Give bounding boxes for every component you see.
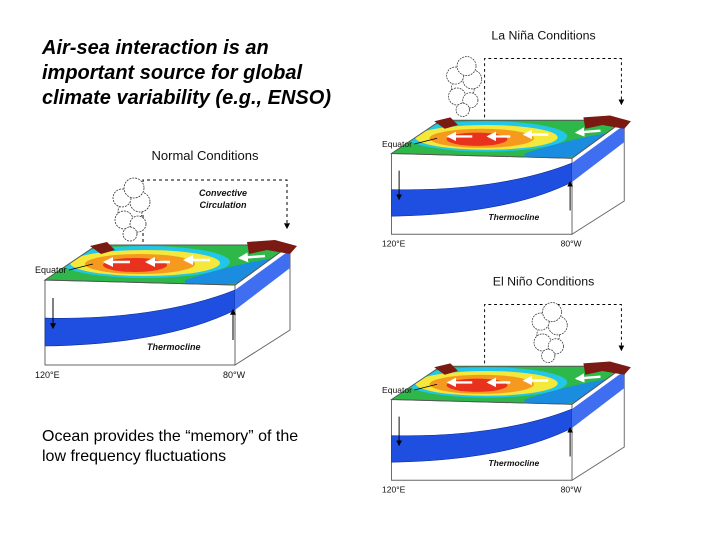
equator-line — [414, 383, 438, 391]
enso-panel: La Niña Conditions Equator Thermocline 120°… — [382, 29, 631, 249]
circulation-label: Convective — [199, 188, 247, 198]
land — [90, 242, 115, 254]
wind-arrow — [574, 127, 601, 137]
land — [434, 117, 458, 129]
panel-title: Normal Conditions — [152, 148, 259, 163]
land — [583, 115, 631, 129]
longitude-label: 120°E — [35, 370, 60, 380]
longitude-label: 120°E — [382, 239, 406, 249]
equator-line — [68, 263, 94, 271]
land — [247, 240, 297, 254]
cloud — [542, 302, 562, 322]
panel-title: El Niño Conditions — [493, 275, 595, 289]
circulation-loop — [484, 58, 625, 118]
longitude-label: 80°W — [561, 239, 583, 249]
enso-panel: Normal Conditions Convective Circulation Eq… — [35, 148, 297, 380]
thermocline-side — [235, 250, 290, 310]
cloud — [123, 177, 145, 199]
panel-title: La Niña Conditions — [491, 29, 595, 43]
cloud — [455, 102, 470, 117]
equator-line — [414, 137, 438, 145]
wind-arrow — [574, 373, 601, 383]
equator-label: Equator — [382, 385, 412, 395]
land — [583, 361, 631, 375]
enso-panel: El Niño Conditions Equator Thermocline 120°… — [382, 275, 631, 495]
warm-zone — [446, 378, 508, 392]
thermocline-side — [572, 371, 625, 428]
cloud — [456, 56, 477, 76]
cloud — [122, 226, 138, 242]
warm-zone — [446, 132, 508, 146]
land — [434, 363, 458, 375]
wind-arrow — [238, 252, 266, 263]
thermocline-label: Thermocline — [488, 212, 539, 222]
equator-label: Equator — [382, 139, 412, 149]
footnote: Ocean provides the “memory” of the low f… — [42, 428, 299, 465]
thermocline-side — [572, 125, 625, 182]
thermocline-label: Thermocline — [488, 458, 539, 468]
cloud — [541, 348, 556, 363]
thermocline-label: Thermocline — [147, 342, 201, 352]
longitude-label: 80°W — [561, 485, 583, 495]
longitude-label: 80°W — [223, 370, 246, 380]
equator-label: Equator — [35, 265, 67, 275]
warm-zone — [103, 258, 167, 272]
longitude-label: 120°E — [382, 485, 406, 495]
heading: Air-sea interaction is an important sour… — [42, 37, 331, 109]
circulation-label: Circulation — [199, 200, 247, 210]
